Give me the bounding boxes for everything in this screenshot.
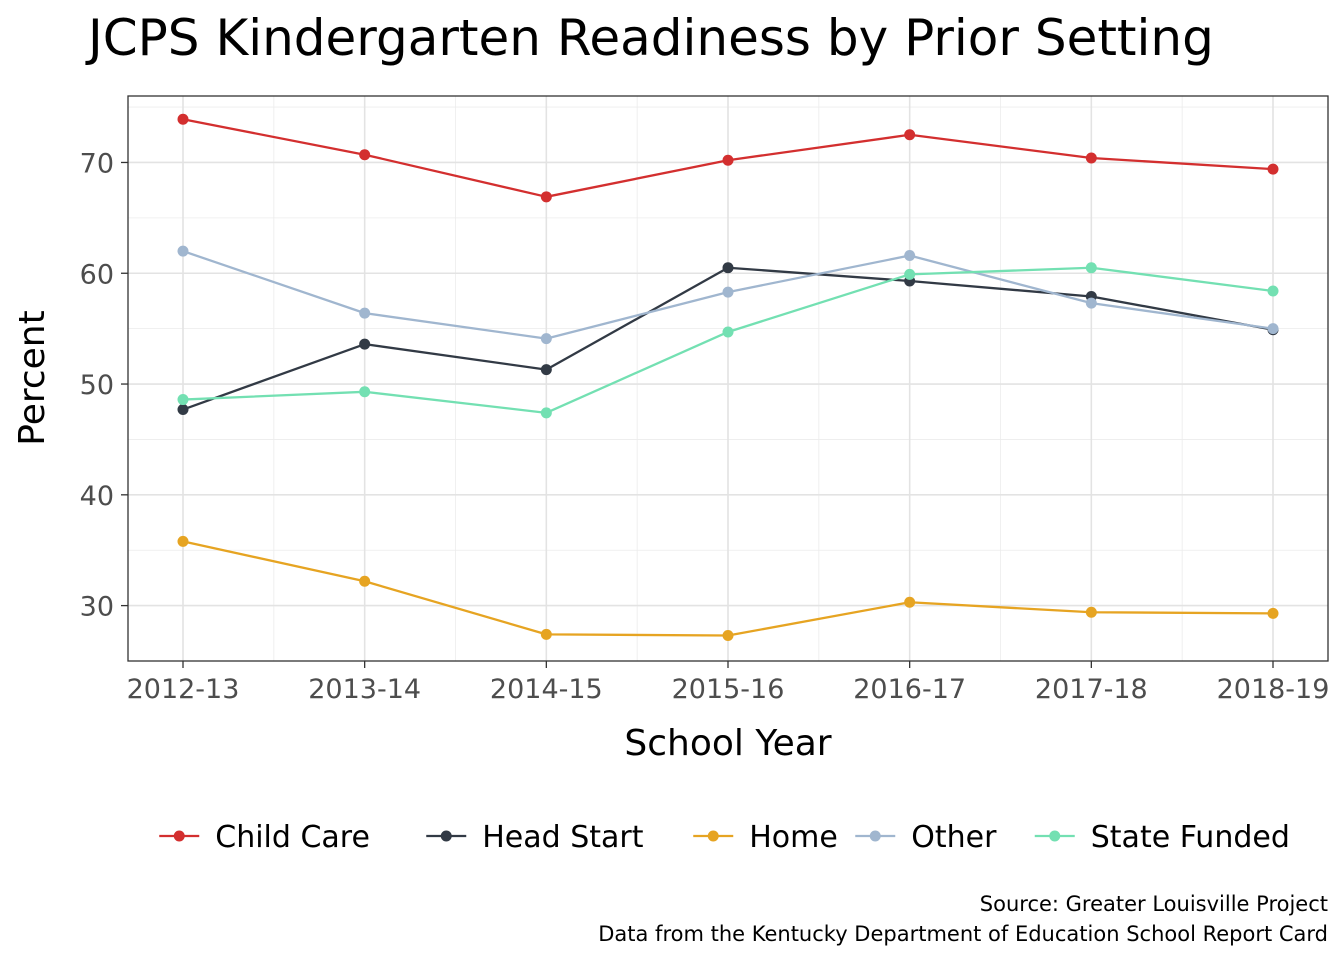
data-point-other [540,333,552,345]
data-point-other [1085,297,1097,309]
data-point-state-funded [722,326,734,338]
legend-key-point-state-funded [1049,830,1061,842]
data-point-child-care [177,113,189,125]
data-point-state-funded [177,394,189,406]
data-point-child-care [359,149,371,161]
data-point-home [1267,607,1279,619]
data-point-home [177,535,189,547]
x-tick-label: 2014-15 [490,674,603,705]
legend-key-point-other [869,830,881,842]
data-point-other [904,250,916,262]
x-tick-label: 2017-18 [1035,674,1148,705]
x-tick-label: 2016-17 [853,674,966,705]
y-tick-label: 70 [80,148,114,179]
data-point-home [722,630,734,642]
caption-source: Source: Greater Louisville Project [980,892,1328,916]
data-point-child-care [722,154,734,166]
y-axis-ticks: 30 40 50 60 70 [80,148,128,623]
data-point-home [359,575,371,587]
chart-title: JCPS Kindergarten Readiness by Prior Set… [85,9,1214,67]
data-point-head-start [722,262,734,274]
data-point-other [722,286,734,298]
legend-key-point-home [707,830,719,842]
series-group [177,113,1279,642]
data-point-state-funded [904,268,916,280]
data-point-other [1267,323,1279,335]
y-tick-label: 30 [80,592,114,623]
grid-lines [128,96,1328,661]
data-point-child-care [1085,152,1097,164]
y-tick-label: 60 [80,259,114,290]
y-tick-label: 50 [80,370,114,401]
data-point-child-care [540,191,552,203]
data-point-home [904,596,916,608]
data-point-head-start [177,404,189,416]
legend-key-point-child-care [173,830,185,842]
caption-data-note: Data from the Kentucky Department of Edu… [598,922,1328,946]
data-point-state-funded [1267,285,1279,297]
y-tick-label: 40 [80,481,114,512]
data-point-child-care [1267,163,1279,175]
x-tick-label: 2012-13 [127,674,240,705]
y-axis-title: Percent [12,310,53,445]
data-point-head-start [359,338,371,350]
data-point-home [540,628,552,640]
x-axis-title: School Year [624,723,831,764]
data-point-head-start [540,364,552,376]
x-tick-label: 2013-14 [308,674,421,705]
data-point-state-funded [359,386,371,398]
data-point-other [359,307,371,319]
data-point-state-funded [540,407,552,419]
legend-label-state-funded: State Funded [1091,820,1290,855]
x-tick-label: 2018-19 [1217,674,1330,705]
data-point-state-funded [1085,262,1097,274]
legend-label-other: Other [911,820,997,855]
data-point-child-care [904,129,916,141]
legend-key-point-head-start [440,830,452,842]
legend-label-home: Home [749,820,838,855]
legend: Child Care Head Start Home Other State Funde… [159,820,1290,855]
legend-label-child-care: Child Care [215,820,370,855]
x-axis-ticks: 2012-13 2013-14 2014-15 2015-16 2016-17 2017-… [127,661,1330,705]
legend-label-head-start: Head Start [482,820,644,855]
data-point-other [177,245,189,257]
data-point-home [1085,606,1097,618]
x-tick-label: 2015-16 [672,674,785,705]
